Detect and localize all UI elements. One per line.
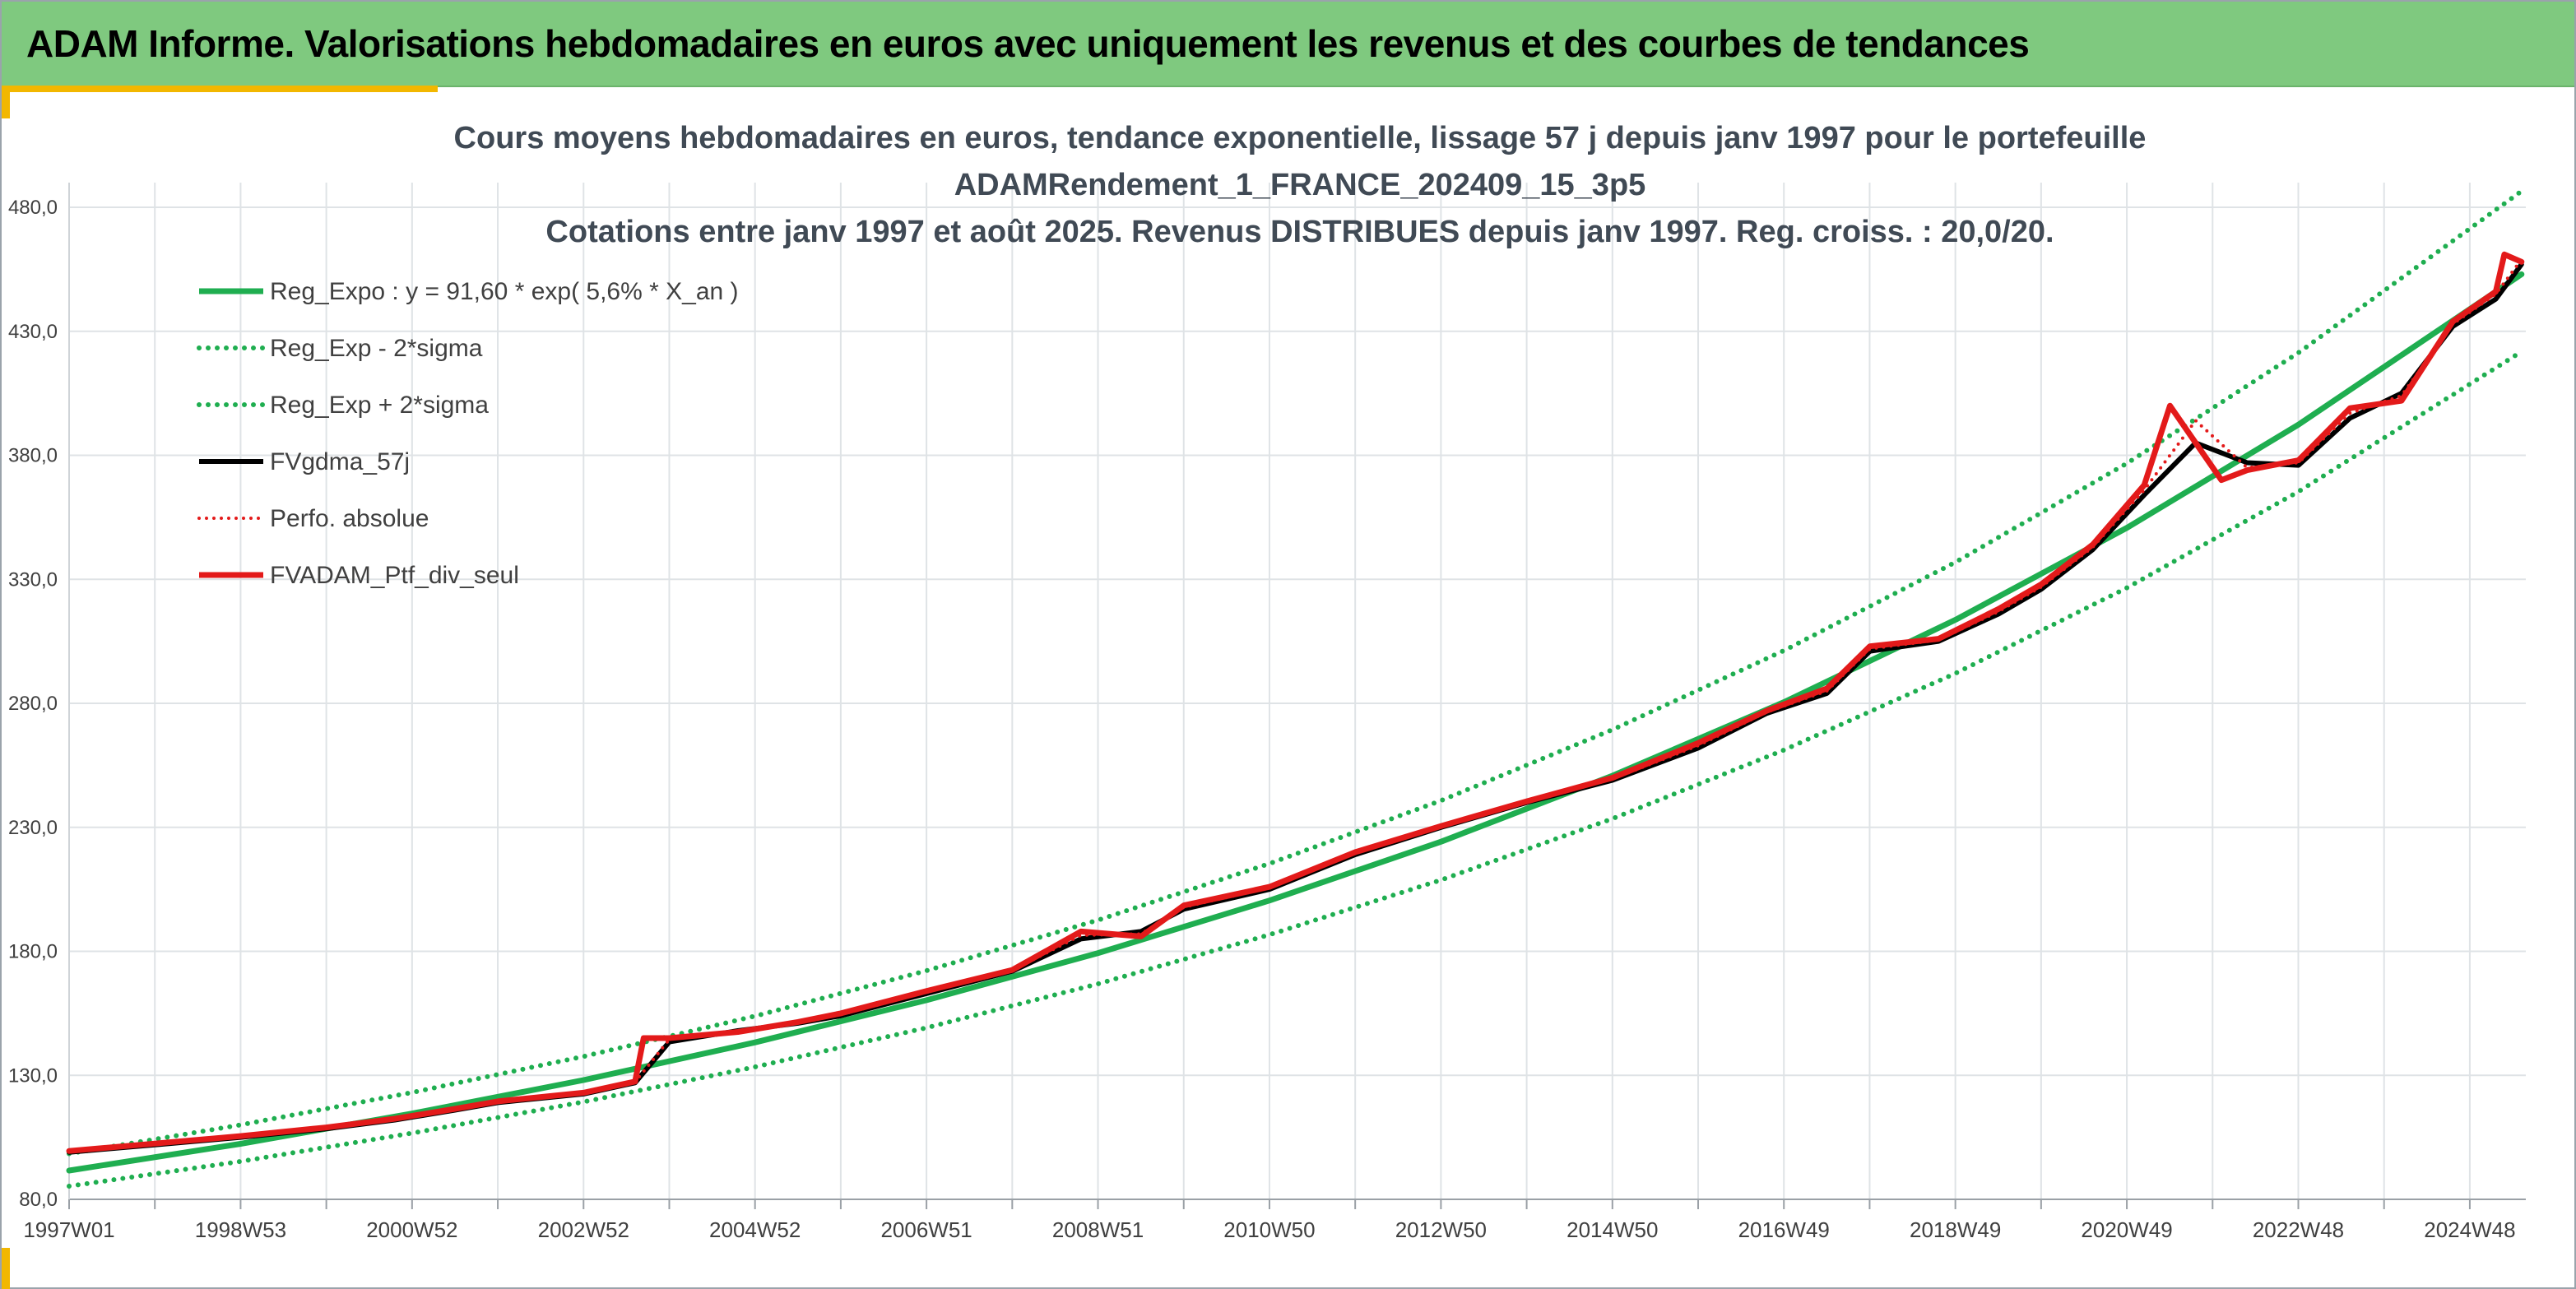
- x-tick-label: 2006W51: [880, 1217, 972, 1242]
- y-tick-label: 480,0: [8, 197, 58, 219]
- y-tick-label: 430,0: [8, 321, 58, 343]
- x-tick-label: 2024W48: [2424, 1217, 2515, 1242]
- axes: [68, 183, 2526, 1209]
- x-tick-label: 1997W01: [23, 1217, 114, 1242]
- legend-label: Reg_Exp + 2*sigma: [270, 392, 489, 419]
- x-tick-label: 2020W49: [2081, 1217, 2172, 1242]
- x-tick-label: 2004W52: [709, 1217, 801, 1242]
- accent-bar-left: [2, 86, 10, 118]
- series-line-1: [67, 349, 2524, 1189]
- x-tick-label: 2014W50: [1566, 1217, 1658, 1242]
- x-tick-label: 2010W50: [1223, 1217, 1315, 1242]
- legend-label: Perfo. absolue: [270, 505, 429, 532]
- y-tick-label: 130,0: [8, 1064, 58, 1087]
- series-line-0: [66, 271, 2525, 1174]
- legend-label: Reg_Exp - 2*sigma: [270, 335, 483, 362]
- series-line-2: [67, 188, 2524, 1157]
- x-tick-label: 2000W52: [366, 1217, 457, 1242]
- y-tick-label: 230,0: [8, 817, 58, 839]
- y-tick-label: 80,0: [19, 1189, 58, 1211]
- legend: Reg_Expo : y = 91,60 * exp( 5,6% * X_an …: [197, 278, 739, 589]
- chart-title-line-1: Cours moyens hebdomadaires en euros, ten…: [454, 121, 2147, 155]
- report-banner: ADAM Informe. Valorisations hebdomadaire…: [2, 2, 2574, 87]
- chart-title: Cours moyens hebdomadaires en euros, ten…: [454, 121, 2147, 249]
- accent-bar-bottom: [2, 1248, 10, 1289]
- y-tick-label: 380,0: [8, 445, 58, 467]
- x-tick-label: 2022W48: [2253, 1217, 2344, 1242]
- x-tick-label: 1998W53: [195, 1217, 286, 1242]
- legend-label: FVgdma_57j: [270, 448, 410, 475]
- series-line-4: [67, 257, 2523, 1153]
- y-axis-ticks: 80,0 130,0 180,0 230,0 280,0 330,0 380,0 430,0 4…: [8, 197, 58, 1211]
- y-tick-label: 330,0: [8, 568, 58, 591]
- x-tick-label: 2018W49: [1910, 1217, 2001, 1242]
- accent-bar-top: [2, 86, 438, 92]
- x-axis-ticks: 1997W01 1998W53 2000W52 2002W52 2004W52 2006W…: [23, 1217, 2515, 1242]
- report-title: ADAM Informe. Valorisations hebdomadaire…: [26, 22, 2030, 65]
- legend-label: Reg_Expo : y = 91,60 * exp( 5,6% * X_an …: [270, 278, 739, 305]
- legend-label: FVADAM_Ptf_div_seul: [270, 562, 519, 589]
- x-tick-label: 2016W49: [1738, 1217, 1830, 1242]
- chart-title-line-3: Cotations entre janv 1997 et août 2025. …: [545, 215, 2054, 249]
- chart-title-line-2: ADAMRendement_1_FRANCE_202409_15_3p5: [954, 168, 1646, 202]
- x-tick-label: 2002W52: [538, 1217, 629, 1242]
- y-tick-label: 280,0: [8, 693, 58, 715]
- x-tick-label: 2012W50: [1395, 1217, 1487, 1242]
- x-tick-label: 2008W51: [1052, 1217, 1144, 1242]
- series-lines: [66, 188, 2525, 1189]
- grid: [68, 183, 2526, 1200]
- y-tick-label: 180,0: [8, 941, 58, 963]
